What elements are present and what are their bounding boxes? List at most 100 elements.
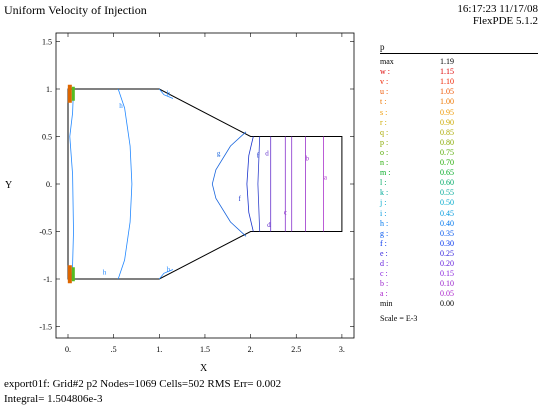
legend-value: 0.45: [440, 208, 454, 218]
contour-label: a: [324, 173, 328, 181]
contour-label: d: [265, 150, 269, 158]
legend-key: a :: [380, 289, 388, 299]
legend-value: 0.15: [440, 269, 454, 279]
y-tick-label: 0.: [46, 180, 52, 189]
legend-key: l :: [380, 178, 387, 188]
legend-value: 1.10: [440, 77, 454, 87]
legend-value: 0.65: [440, 168, 454, 178]
corner-hotspot-ring: [71, 267, 75, 282]
y-tick-label: -0.5: [39, 228, 52, 237]
contour-line-g: [211, 131, 247, 237]
contour-label: f: [257, 151, 260, 159]
legend-key: g :: [380, 228, 389, 238]
x-tick-label: 1.5: [200, 345, 210, 354]
legend-key: b :: [380, 279, 389, 289]
legend-key: m :: [380, 168, 391, 178]
legend-key: v :: [380, 77, 389, 87]
legend-value: 0.95: [440, 107, 454, 117]
contour-line-h: [69, 88, 74, 280]
contour-label: h: [103, 268, 107, 276]
contour-label: h: [167, 265, 171, 273]
y-tick-label: -1.5: [39, 323, 52, 332]
contour-line-h: [117, 88, 133, 280]
x-tick-label: 1.: [156, 345, 162, 354]
legend-value: 0.80: [440, 137, 454, 147]
legend-key: i :: [380, 208, 387, 218]
legend-value: 0.40: [440, 218, 454, 228]
legend-value: 1.19: [440, 57, 454, 66]
x-tick-label: 3.: [339, 345, 345, 354]
legend-key: max: [380, 57, 394, 66]
contour-line-h: [158, 88, 174, 99]
x-axis-label: X: [200, 363, 208, 374]
y-tick-label: -1.: [43, 275, 52, 284]
contour-label: g: [217, 150, 221, 158]
y-axis-label: Y: [5, 180, 13, 191]
legend-value: 1.00: [440, 97, 454, 107]
legend-value: 0.90: [440, 117, 454, 127]
legend-variable: p: [380, 42, 385, 52]
domain-boundary: [67, 88, 343, 280]
legend-key: o :: [380, 147, 389, 157]
legend-key: q :: [380, 127, 389, 137]
legend-value: 0.35: [440, 228, 454, 238]
contour-label: d: [267, 221, 271, 229]
x-tick-label: 0.: [65, 345, 71, 354]
contour-label: f: [238, 195, 241, 203]
y-tick-label: 1.5: [42, 38, 52, 47]
legend-key: e :: [380, 248, 388, 258]
legend-value: 0.05: [440, 289, 454, 299]
corner-hotspot: [67, 84, 72, 103]
plot-title: Uniform Velocity of Injection: [4, 3, 147, 17]
corner-hotspot: [67, 265, 72, 284]
legend-key: t :: [380, 97, 387, 107]
integral-value: Integral= 1.504806e-3: [4, 393, 103, 405]
software-version: FlexPDE 5.1.2: [472, 15, 538, 27]
plot-frame: [55, 32, 355, 339]
legend-key: c :: [380, 269, 388, 279]
grid-info: export01f: Grid#2 p2 Nodes=1069 Cells=50…: [4, 378, 282, 390]
legend-key: h :: [380, 218, 389, 228]
timestamp: 16:17:23 11/17/08: [457, 3, 538, 15]
legend-value: 0.25: [440, 248, 454, 258]
legend-key: p :: [380, 137, 389, 147]
legend-key: d :: [380, 259, 389, 268]
legend-value: 0.00: [440, 299, 454, 309]
legend-value: 0.70: [440, 158, 454, 167]
contour-label: c: [284, 208, 287, 216]
x-tick-label: .5: [111, 345, 117, 354]
contour-line-e: [257, 136, 261, 232]
legend-key: n :: [380, 158, 389, 167]
legend-divider: [380, 53, 538, 54]
legend-key: j :: [380, 198, 387, 208]
contour-label: b: [305, 154, 309, 162]
legend-key: w :: [380, 67, 390, 77]
legend-value: 0.10: [440, 279, 454, 289]
legend-value: 1.15: [440, 67, 454, 77]
legend-value: 0.85: [440, 127, 454, 137]
corner-hotspot-ring: [71, 86, 75, 101]
legend-key: f :: [380, 238, 387, 248]
contour-label: h: [119, 102, 123, 110]
legend-value: 0.50: [440, 198, 454, 208]
contour-line-h: [158, 269, 174, 280]
legend-value: 0.55: [440, 188, 454, 198]
contour-label: h: [167, 90, 171, 98]
legend-key: min: [380, 299, 393, 309]
legend-key: u :: [380, 87, 389, 97]
y-tick-label: 0.5: [42, 133, 52, 142]
legend-key: k :: [380, 188, 389, 198]
legend-scale: Scale = E-3: [380, 314, 418, 323]
legend-value: 1.05: [440, 87, 454, 97]
legend-value: 0.30: [440, 238, 454, 248]
legend-key: s :: [380, 107, 388, 117]
y-tick-label: 1.: [46, 85, 52, 94]
legend-value: 0.75: [440, 147, 454, 157]
legend-value: 0.60: [440, 178, 454, 188]
legend-key: r :: [380, 117, 387, 127]
x-tick-label: 2.: [248, 345, 254, 354]
x-tick-label: 2.5: [291, 345, 301, 354]
legend-value: 0.20: [440, 259, 454, 268]
contour-line-f: [246, 136, 254, 232]
